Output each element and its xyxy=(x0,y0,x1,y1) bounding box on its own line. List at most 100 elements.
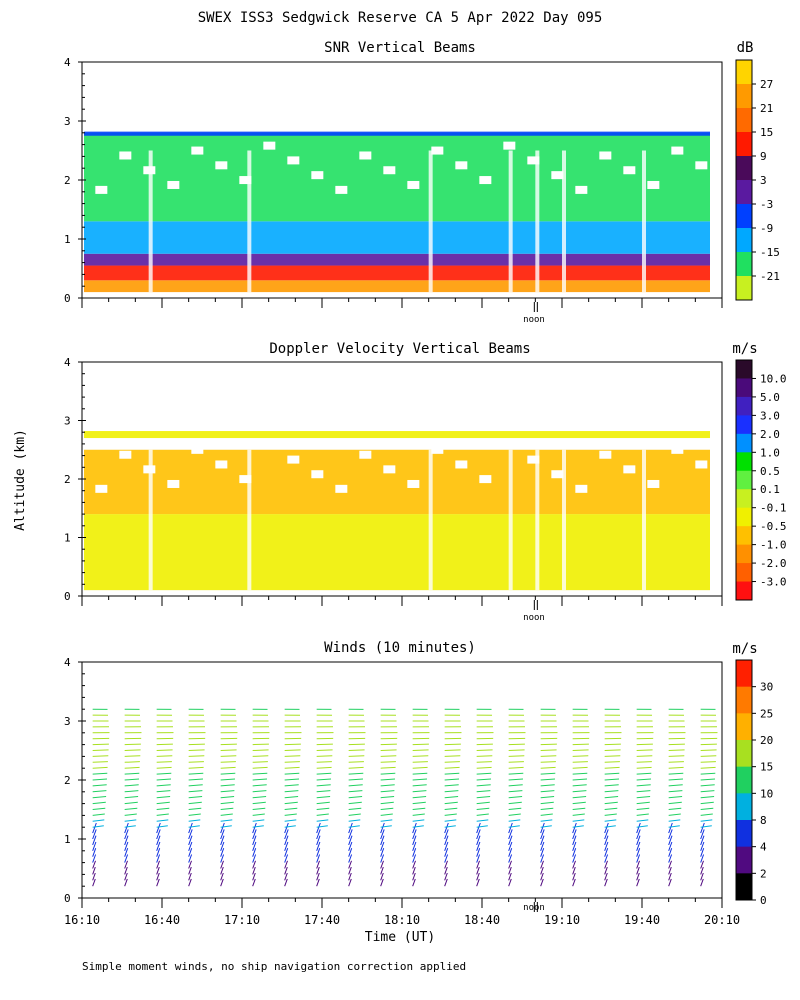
wind-barb xyxy=(444,784,459,787)
wind-barb xyxy=(380,796,395,799)
wind-barb xyxy=(412,854,417,863)
y-tick-label: 4 xyxy=(64,56,71,69)
colorbar-label: 0 xyxy=(760,894,767,907)
wind-barb xyxy=(124,772,140,775)
colorbar-swatch xyxy=(736,686,752,714)
wind-barb xyxy=(156,866,160,875)
colorbar-swatch xyxy=(736,108,752,133)
wind-barb xyxy=(380,878,384,887)
colorbar-label: 1.0 xyxy=(760,446,780,459)
wind-barb xyxy=(476,772,492,775)
wind-barb xyxy=(668,761,684,763)
x-tick-label: 16:10 xyxy=(64,913,100,927)
wind-barb xyxy=(540,766,556,769)
wind-barb xyxy=(252,829,257,840)
wind-barb xyxy=(124,872,128,881)
wind-barb xyxy=(156,778,172,781)
wind-barb xyxy=(156,841,161,851)
wind-barb xyxy=(380,755,397,757)
wind-barb xyxy=(92,801,106,805)
gap-patch xyxy=(671,445,684,454)
colorbar-swatch xyxy=(736,820,752,848)
colorbar-label: -3 xyxy=(760,198,773,211)
wind-barb xyxy=(284,790,299,793)
y-tick-label: 1 xyxy=(64,233,71,246)
wind-barb xyxy=(188,866,192,875)
wind-barb xyxy=(316,866,320,875)
wind-barb xyxy=(636,848,641,857)
colorbar-swatch xyxy=(736,415,752,435)
winds-noon-label: noon xyxy=(523,903,545,913)
wind-barb xyxy=(412,841,417,851)
wind-barb xyxy=(284,801,298,805)
wind-barb xyxy=(604,749,621,751)
field-layer xyxy=(84,132,710,222)
wind-barb xyxy=(540,822,545,834)
wind-barb xyxy=(220,807,234,810)
y-tick-label: 3 xyxy=(64,415,71,428)
wind-barb xyxy=(476,778,492,781)
wind-barb xyxy=(124,766,140,769)
wind-barb xyxy=(284,829,289,840)
y-tick-label: 0 xyxy=(64,292,71,305)
gap-streak xyxy=(562,150,566,293)
wind-barb xyxy=(124,860,128,869)
wind-barb xyxy=(572,801,586,805)
wind-barb xyxy=(668,854,673,863)
gap-patch xyxy=(215,460,228,469)
wind-barb xyxy=(636,841,641,851)
wind-barb xyxy=(92,778,108,781)
gap-patch xyxy=(503,440,516,449)
gap-streak xyxy=(642,449,646,591)
wind-barb xyxy=(220,801,234,805)
figure-title: SWEX ISS3 Sedgwick Reserve CA 5 Apr 2022… xyxy=(198,10,603,26)
wind-barb xyxy=(508,772,524,775)
wind-barb xyxy=(188,829,193,840)
wind-barb xyxy=(444,829,449,840)
wind-barb xyxy=(604,796,619,799)
wind-barb xyxy=(188,749,205,751)
wind-barb xyxy=(284,854,289,863)
wind-barb xyxy=(604,819,617,822)
wind-barb xyxy=(540,790,555,793)
wind-barb xyxy=(380,819,393,822)
wind-barb xyxy=(220,841,225,851)
wind-barb xyxy=(188,755,205,757)
wind-barb xyxy=(476,743,493,746)
wind-barb xyxy=(284,848,289,857)
colorbar-swatch xyxy=(736,156,752,181)
gap-patch xyxy=(383,166,396,175)
wind-barb xyxy=(604,829,609,840)
colorbar-swatch xyxy=(736,713,752,741)
wind-barb xyxy=(380,761,396,763)
wind-barb xyxy=(380,807,394,810)
wind-barb xyxy=(220,749,237,751)
wind-barb xyxy=(700,866,704,875)
wind-barb xyxy=(476,801,490,805)
wind-barb xyxy=(476,829,481,840)
wind-barb xyxy=(636,872,640,881)
wind-barb xyxy=(700,801,714,805)
wind-barb xyxy=(92,813,105,816)
wind-barb xyxy=(92,854,97,863)
snr-field xyxy=(84,131,710,293)
wind-barb xyxy=(252,825,264,828)
wind-barb xyxy=(348,796,363,799)
wind-barb xyxy=(444,790,459,793)
wind-barb xyxy=(572,790,587,793)
gap-patch xyxy=(335,484,348,493)
colorbar-label: -3.0 xyxy=(760,576,787,589)
wind-barb xyxy=(220,848,225,857)
wind-barb xyxy=(380,866,384,875)
wind-barb xyxy=(636,778,652,781)
wind-barb xyxy=(188,841,193,851)
wind-barb xyxy=(220,822,225,834)
doppler-noon-label: noon xyxy=(523,613,545,623)
wind-barb xyxy=(220,835,225,846)
wind-barb xyxy=(220,872,224,881)
colorbar-label: 5.0 xyxy=(760,391,780,404)
wind-barb xyxy=(572,796,587,799)
wind-barb xyxy=(444,766,460,769)
